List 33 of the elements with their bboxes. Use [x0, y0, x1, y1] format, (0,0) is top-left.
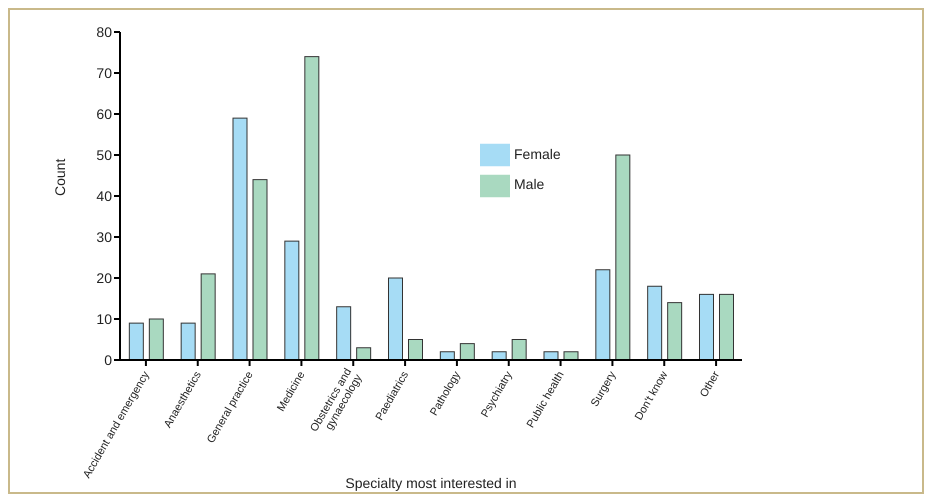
- bar: [615, 154, 630, 360]
- bar: [336, 306, 352, 360]
- bar: [180, 322, 196, 360]
- bar: [647, 286, 662, 360]
- bar: [284, 240, 300, 360]
- x-axis-title: Specialty most interested in: [345, 475, 517, 491]
- bar: [460, 343, 475, 360]
- bar: [252, 179, 268, 360]
- bar: [595, 269, 610, 360]
- y-axis-title: Count: [52, 158, 68, 196]
- bar: [148, 318, 164, 360]
- y-tick-label: 60: [96, 106, 112, 122]
- y-tick-label: 70: [96, 64, 112, 81]
- legend-label: Male: [514, 176, 544, 192]
- bar: [698, 294, 714, 360]
- bar: [232, 118, 248, 360]
- bar: [356, 347, 372, 360]
- bar: [128, 322, 144, 360]
- y-tick-label: 10: [96, 310, 112, 327]
- bar: [408, 339, 423, 360]
- bar: [718, 294, 734, 360]
- y-tick-label: 80: [96, 24, 112, 40]
- y-tick-label: 0: [104, 352, 112, 368]
- bar: [304, 56, 320, 360]
- y-tick-label: 40: [96, 188, 112, 204]
- bar: [200, 273, 216, 360]
- y-tick-label: 50: [96, 146, 112, 163]
- bar: [388, 278, 403, 360]
- y-tick-label: 20: [96, 270, 112, 286]
- bar: [667, 302, 682, 360]
- legend-label: Female: [514, 146, 561, 162]
- y-tick-label: 30: [96, 228, 112, 245]
- bar: [512, 339, 527, 360]
